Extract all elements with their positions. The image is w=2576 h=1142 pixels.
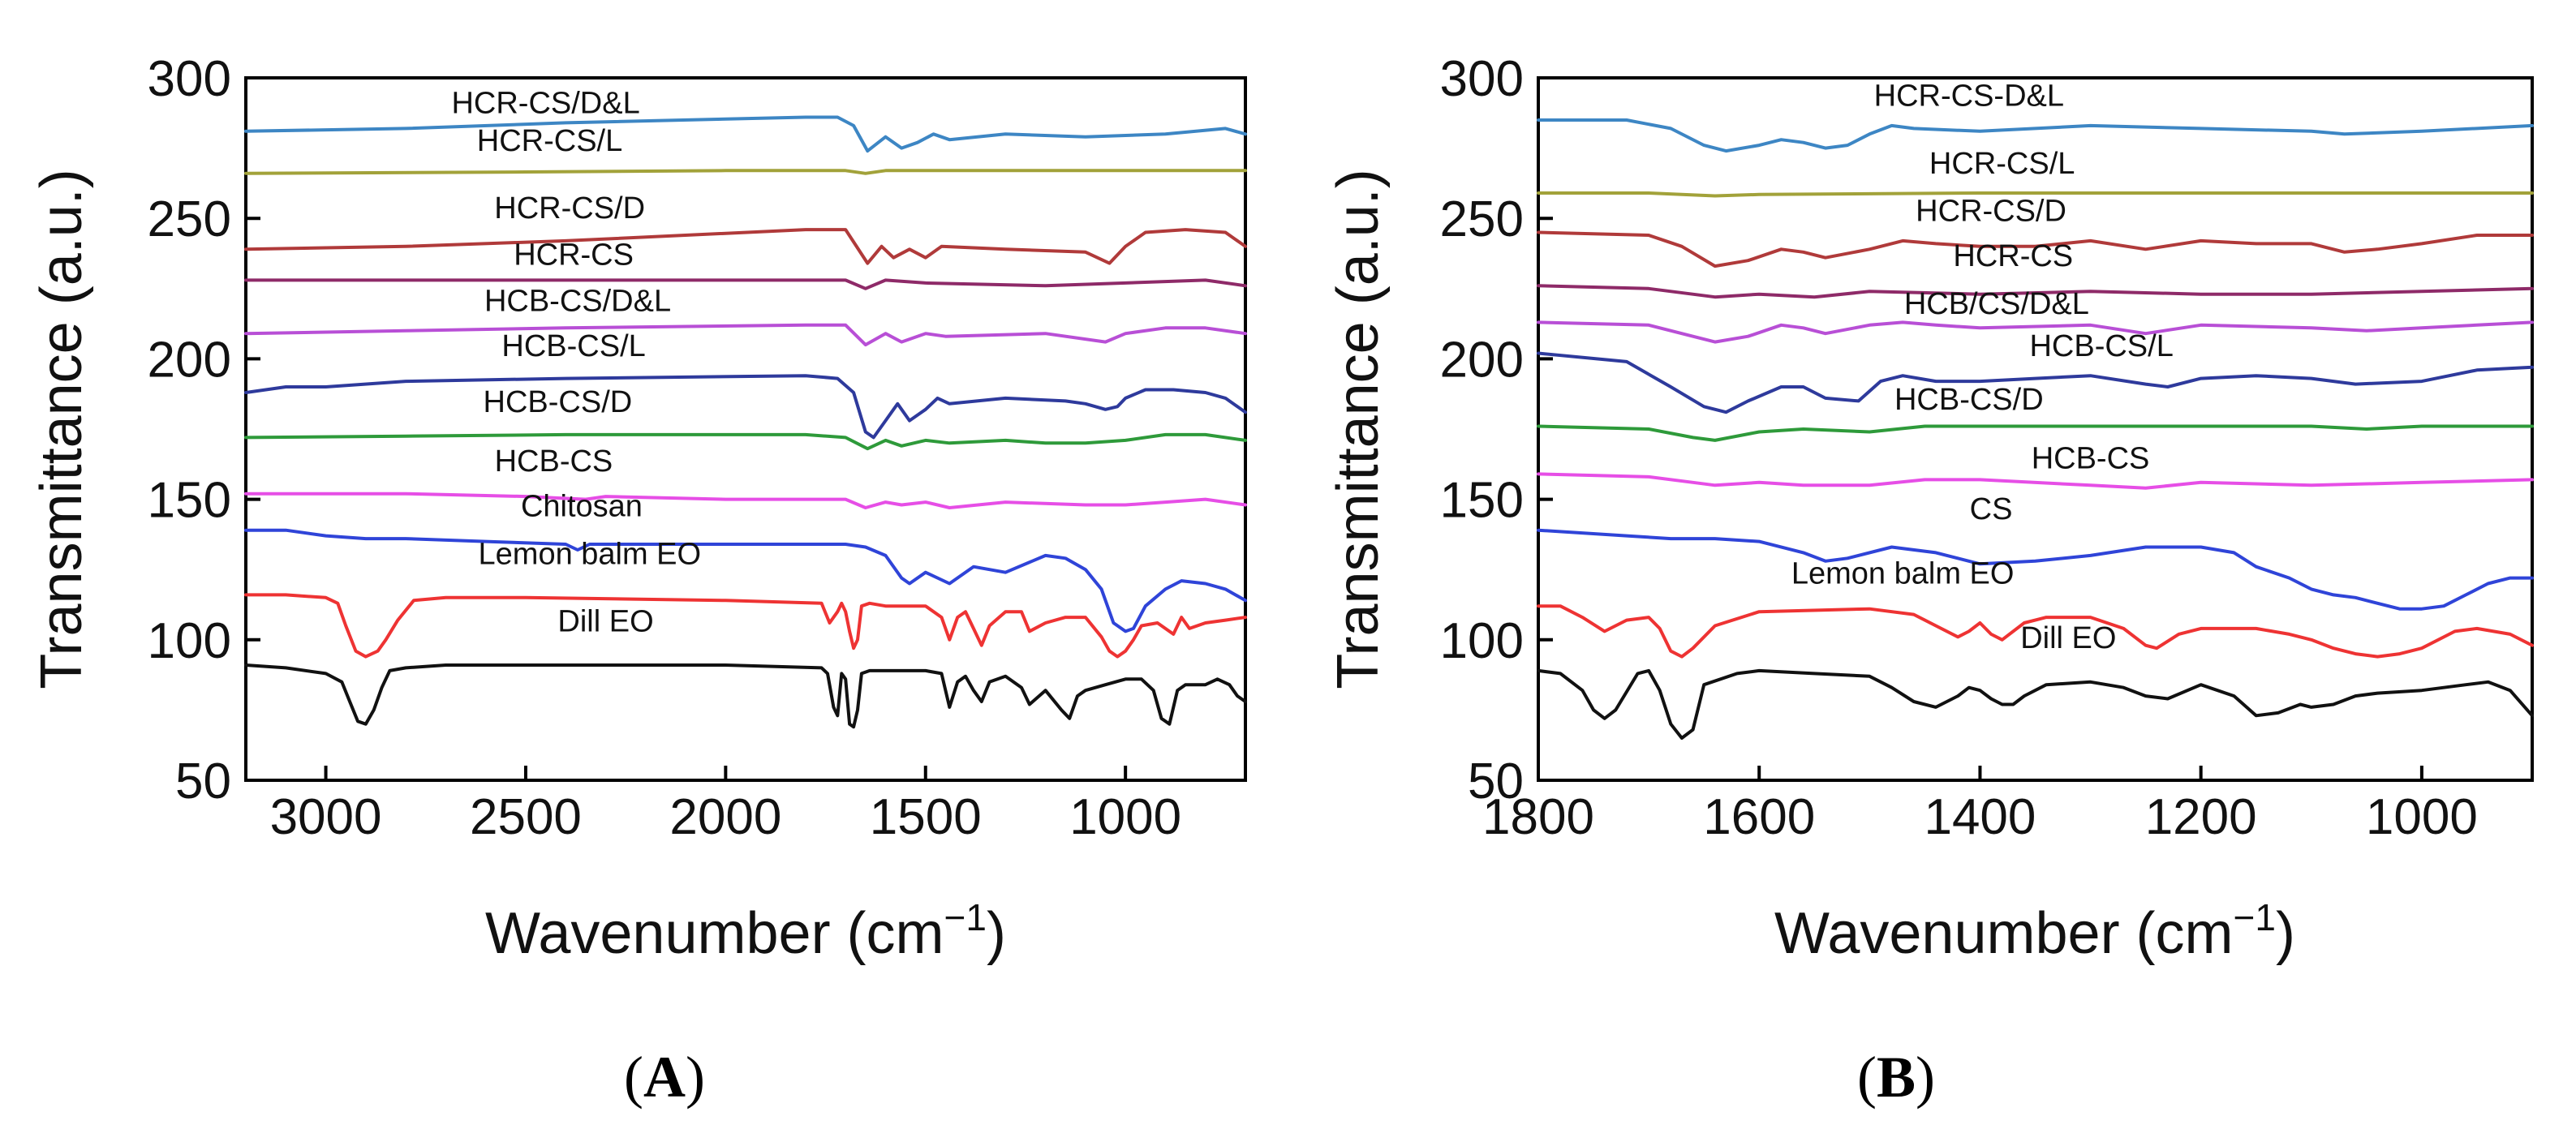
x-tick-label: 2500 bbox=[470, 789, 582, 845]
series-line-cs bbox=[1537, 528, 2534, 611]
series-line-hcr-cs-d-l bbox=[1537, 118, 2534, 153]
panel-a-xlabel: Wavenumber (cm−1) bbox=[485, 896, 1006, 966]
series-label: CS bbox=[1970, 492, 2013, 526]
series-line-hcr-cs-l bbox=[1537, 191, 2534, 198]
series-label: HCB-CS bbox=[495, 444, 613, 479]
series-label: Dill EO bbox=[557, 604, 653, 638]
y-tick-label: 300 bbox=[148, 51, 231, 107]
series-label: HCB/CS/D&L bbox=[1904, 287, 2089, 321]
y-tick-label: 100 bbox=[1440, 613, 1524, 669]
y-tick-label: 200 bbox=[148, 332, 231, 388]
series-label: HCR-CS/L bbox=[477, 124, 622, 158]
panel-a-series-labels: HCR-CS/D&L HCR-CS/L HCR-CS/D HCR-CS HCB-CS/D… bbox=[451, 86, 701, 638]
panel-b-traces bbox=[1537, 118, 2534, 740]
series-label: HCR-CS/D bbox=[494, 191, 645, 225]
series-label: HCB-CS/D bbox=[1894, 383, 2044, 417]
series-label: HCR-CS-D&L bbox=[1874, 79, 2064, 114]
panel-b-ylabel: Transmittance (a.u.) bbox=[1326, 169, 1391, 689]
y-tick-label: 300 bbox=[1440, 51, 1524, 107]
panel-a-ylabel: Transmittance (a.u.) bbox=[29, 169, 94, 689]
series-line-dill-eo bbox=[244, 663, 1247, 729]
panel-b-label: (B) bbox=[1857, 1045, 1935, 1110]
y-tick-label: 50 bbox=[1468, 753, 1524, 809]
series-label: HCR-CS/D&L bbox=[451, 86, 639, 120]
series-label: HCR-CS/L bbox=[1929, 147, 2075, 181]
series-line-hcb-cs-l bbox=[1537, 351, 2534, 414]
x-tick-label: 1000 bbox=[2366, 789, 2478, 845]
series-label: HCR-CS bbox=[1953, 239, 2073, 273]
y-tick-label: 150 bbox=[148, 473, 231, 529]
x-tick-label: 1000 bbox=[1069, 789, 1181, 845]
series-label: HCR-CS bbox=[514, 238, 634, 272]
series-line-hcb-cs bbox=[244, 492, 1247, 509]
series-line-hcb-cs bbox=[1537, 472, 2534, 490]
series-label: Dill EO bbox=[2020, 621, 2116, 655]
y-tick-label: 250 bbox=[148, 191, 231, 247]
series-line-hcb-cs-d-l bbox=[1537, 320, 2534, 344]
x-tick-label: 1800 bbox=[1482, 789, 1594, 845]
y-tick-label: 150 bbox=[1440, 473, 1524, 529]
series-label: Chitosan bbox=[521, 489, 643, 523]
series-label: Lemon balm EO bbox=[479, 537, 702, 571]
x-tick-label: 1400 bbox=[1924, 789, 2036, 845]
series-line-dill-eo bbox=[1537, 668, 2534, 740]
panel-a-axes: 3000 2500 2000 1500 1000 50 100 150 200 250 300 bbox=[148, 51, 1182, 845]
series-line-hcr-cs-d bbox=[1537, 230, 2534, 268]
series-line-hcr-cs-d bbox=[244, 228, 1247, 265]
series-label: Lemon balm EO bbox=[1791, 557, 2015, 591]
y-tick-label: 200 bbox=[1440, 332, 1524, 388]
panel-b-xlabel: Wavenumber (cm−1) bbox=[1774, 896, 2295, 966]
panel-b-series-labels: HCR-CS-D&L HCR-CS/L HCR-CS/D HCR-CS HCB/CS/D… bbox=[1791, 79, 2174, 656]
series-line-hcr-cs-d-l bbox=[244, 115, 1247, 153]
series-line-hcb-cs-d bbox=[1537, 424, 2534, 442]
panel-b-chart: 1800 1600 1400 1200 1000 50 100 150 200 250 300 HC… bbox=[1326, 51, 2534, 1110]
series-line-hcb-cs-d bbox=[244, 432, 1247, 451]
series-line-hcb-cs-l bbox=[244, 374, 1247, 440]
series-line-hcr-cs bbox=[1537, 284, 2534, 299]
x-tick-label: 3000 bbox=[270, 789, 382, 845]
panel-a-traces bbox=[244, 115, 1247, 729]
series-label: HCR-CS/D bbox=[1916, 195, 2066, 229]
series-line-lemon-balm-eo bbox=[244, 593, 1247, 659]
panel-a-chart: 3000 2500 2000 1500 1000 50 100 150 200 250 300 HC… bbox=[29, 51, 1247, 1110]
panel-b-axes: 1800 1600 1400 1200 1000 50 100 150 200 250 300 bbox=[1440, 51, 2478, 845]
x-tick-label: 1600 bbox=[1703, 789, 1815, 845]
series-label: HCB-CS/L bbox=[2029, 329, 2173, 363]
series-line-hcr-cs-l bbox=[244, 169, 1247, 175]
series-label: HCB-CS bbox=[2032, 441, 2150, 475]
series-line-lemon-balm-eo bbox=[1537, 604, 2534, 659]
series-line-hcb-cs-d-l bbox=[244, 323, 1247, 347]
panel-b-plot-frame bbox=[1537, 76, 2534, 782]
series-label: HCB-CS/D bbox=[484, 385, 633, 419]
series-line-hcr-cs bbox=[244, 278, 1247, 290]
panel-a-label: (A) bbox=[624, 1045, 705, 1110]
y-tick-label: 50 bbox=[175, 753, 231, 809]
series-line-chitosan bbox=[244, 528, 1247, 633]
x-tick-label: 2000 bbox=[669, 789, 781, 845]
x-tick-label: 1200 bbox=[2145, 789, 2257, 845]
y-tick-label: 100 bbox=[148, 613, 231, 669]
series-label: HCB-CS/L bbox=[501, 329, 645, 363]
x-tick-label: 1500 bbox=[870, 789, 982, 845]
series-label: HCB-CS/D&L bbox=[484, 285, 671, 319]
y-tick-label: 250 bbox=[1440, 191, 1524, 247]
panel-a-plot-frame bbox=[244, 76, 1247, 782]
